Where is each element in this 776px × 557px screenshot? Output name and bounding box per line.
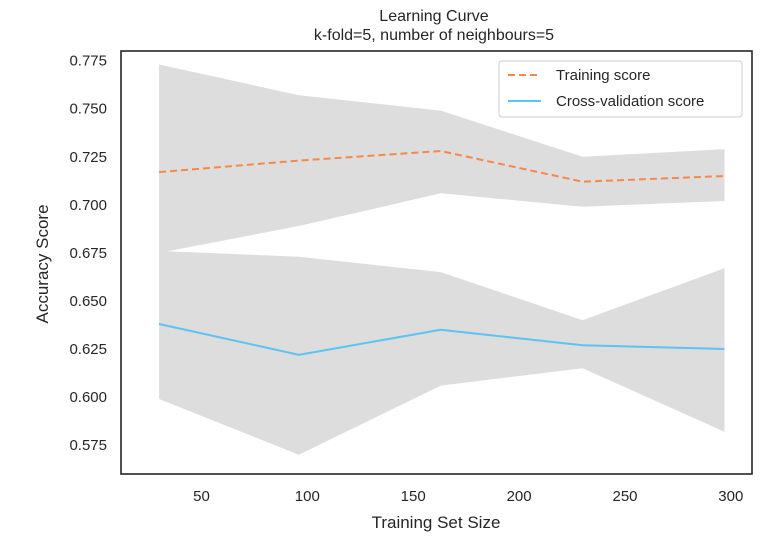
x-tick-label: 250 [612, 488, 637, 505]
chart-subtitle: k-fold=5, number of neighbours=5 [314, 27, 554, 44]
x-tick-label: 300 [718, 488, 743, 505]
chart-title: Learning Curve [379, 8, 489, 25]
line-series-0 [159, 149, 725, 183]
y-tick-label: 0.650 [69, 293, 107, 310]
x-tick-label: 200 [507, 488, 532, 505]
y-tick-label: 0.600 [69, 389, 107, 406]
y-tick-label: 0.625 [69, 341, 107, 358]
legend-box [498, 60, 743, 118]
legend-label-1: Cross-validation score [556, 93, 704, 110]
y-tick-label: 0.725 [69, 149, 107, 166]
y-tick-label: 0.675 [69, 245, 107, 262]
x-axis-label: Training Set Size [372, 513, 501, 532]
legend-label-0: Training score [556, 67, 650, 84]
band-series-1 [159, 251, 725, 455]
x-tick-label: 150 [401, 488, 426, 505]
x-axis-ticks: 50 100 150 200 250 300 [193, 488, 743, 505]
x-tick-label: 100 [295, 488, 320, 505]
band-series-0 [159, 64, 725, 253]
plot-frame [120, 50, 753, 475]
y-axis-ticks: 0.575 0.600 0.625 0.650 0.675 0.700 0.725 0.750… [69, 53, 107, 455]
legend: Training score Cross-validation score [498, 60, 743, 118]
confidence-bands [159, 64, 725, 455]
y-tick-label: 0.575 [69, 437, 107, 454]
y-tick-label: 0.700 [69, 197, 107, 214]
y-tick-label: 0.775 [69, 53, 107, 70]
y-axis-label: Accuracy Score [33, 204, 52, 323]
y-tick-label: 0.750 [69, 101, 107, 118]
x-tick-label: 50 [193, 488, 210, 505]
series-lines [158, 149, 725, 356]
